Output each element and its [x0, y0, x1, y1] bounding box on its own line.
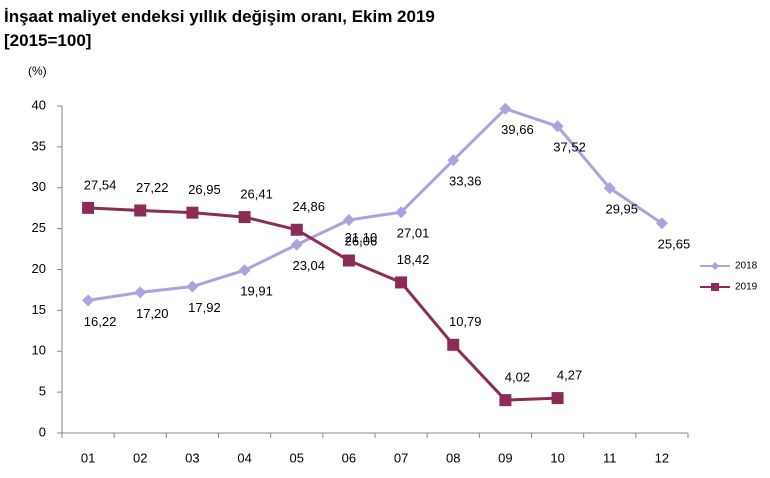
- marker: [447, 154, 460, 167]
- data-label: 24,86: [292, 199, 325, 214]
- marker: [134, 286, 147, 299]
- y-tick-label: 15: [32, 302, 46, 317]
- data-label: 4,27: [557, 368, 582, 383]
- x-tick-label: 11: [603, 450, 617, 465]
- data-label: 27,22: [136, 180, 169, 195]
- y-tick-label: 40: [32, 97, 46, 112]
- marker: [395, 206, 408, 219]
- y-tick-label: 5: [39, 384, 46, 399]
- series-line: [87, 107, 663, 302]
- marker: [342, 254, 355, 267]
- x-tick-label: 06: [342, 450, 356, 465]
- y-tick-label: 30: [32, 179, 46, 194]
- x-tick-label: 01: [81, 450, 95, 465]
- marker: [290, 223, 303, 236]
- data-label: 26,06: [345, 233, 378, 248]
- y-tick-label: 25: [32, 220, 46, 235]
- data-label: 25,65: [658, 237, 691, 252]
- x-tick-label: 10: [550, 450, 564, 465]
- data-label: 17,92: [188, 300, 221, 315]
- marker: [238, 264, 251, 277]
- data-label: 10,79: [449, 314, 482, 329]
- marker: [82, 294, 95, 307]
- x-tick-label: 04: [237, 450, 251, 465]
- marker: [134, 204, 147, 217]
- marker: [499, 102, 512, 115]
- data-label: 26,95: [188, 182, 221, 197]
- x-tick-label: 05: [290, 450, 304, 465]
- x-tick-label: 03: [185, 450, 199, 465]
- x-tick-label: 02: [133, 450, 147, 465]
- data-label: 37,52: [553, 140, 586, 155]
- data-label: 27,01: [397, 226, 430, 241]
- data-label: 4,02: [505, 370, 530, 385]
- x-tick-label: 12: [655, 450, 669, 465]
- data-label: 18,42: [397, 252, 430, 267]
- data-label: 19,91: [240, 284, 273, 299]
- data-label: 16,22: [84, 314, 117, 329]
- marker: [395, 276, 408, 289]
- data-label: 17,20: [136, 306, 169, 321]
- x-tick-label: 07: [394, 450, 408, 465]
- y-tick-label: 20: [32, 261, 46, 276]
- marker: [447, 338, 460, 351]
- legend-label: 2018: [735, 261, 758, 272]
- legend-marker: [711, 283, 719, 291]
- data-label: 21,10: [345, 230, 378, 245]
- data-label: 33,36: [449, 174, 482, 189]
- x-tick-label: 08: [446, 450, 460, 465]
- data-label: 29,95: [605, 202, 638, 217]
- legend-marker: [711, 262, 719, 270]
- marker: [603, 182, 616, 195]
- chart-title: İnşaat maliyet endeksi yıllık değişim or…: [4, 7, 435, 26]
- legend-label: 2019: [735, 282, 758, 293]
- data-label: 23,04: [292, 258, 325, 273]
- y-axis-label: (%): [28, 64, 47, 78]
- series-line: [88, 206, 558, 402]
- data-label: 39,66: [501, 122, 534, 137]
- marker: [499, 394, 512, 407]
- marker: [655, 217, 668, 230]
- marker: [551, 392, 564, 405]
- marker: [186, 280, 199, 293]
- data-label: 27,54: [84, 177, 117, 192]
- marker: [342, 213, 355, 226]
- marker: [186, 206, 199, 219]
- data-label: 26,41: [240, 187, 273, 202]
- y-tick-label: 0: [39, 424, 46, 439]
- x-tick-label: 09: [498, 450, 512, 465]
- marker: [551, 120, 564, 133]
- marker: [238, 211, 251, 224]
- chart-subtitle: [2015=100]: [4, 31, 91, 50]
- marker: [82, 201, 95, 214]
- y-tick-label: 35: [32, 138, 46, 153]
- marker: [290, 238, 303, 251]
- y-tick-label: 10: [32, 343, 46, 358]
